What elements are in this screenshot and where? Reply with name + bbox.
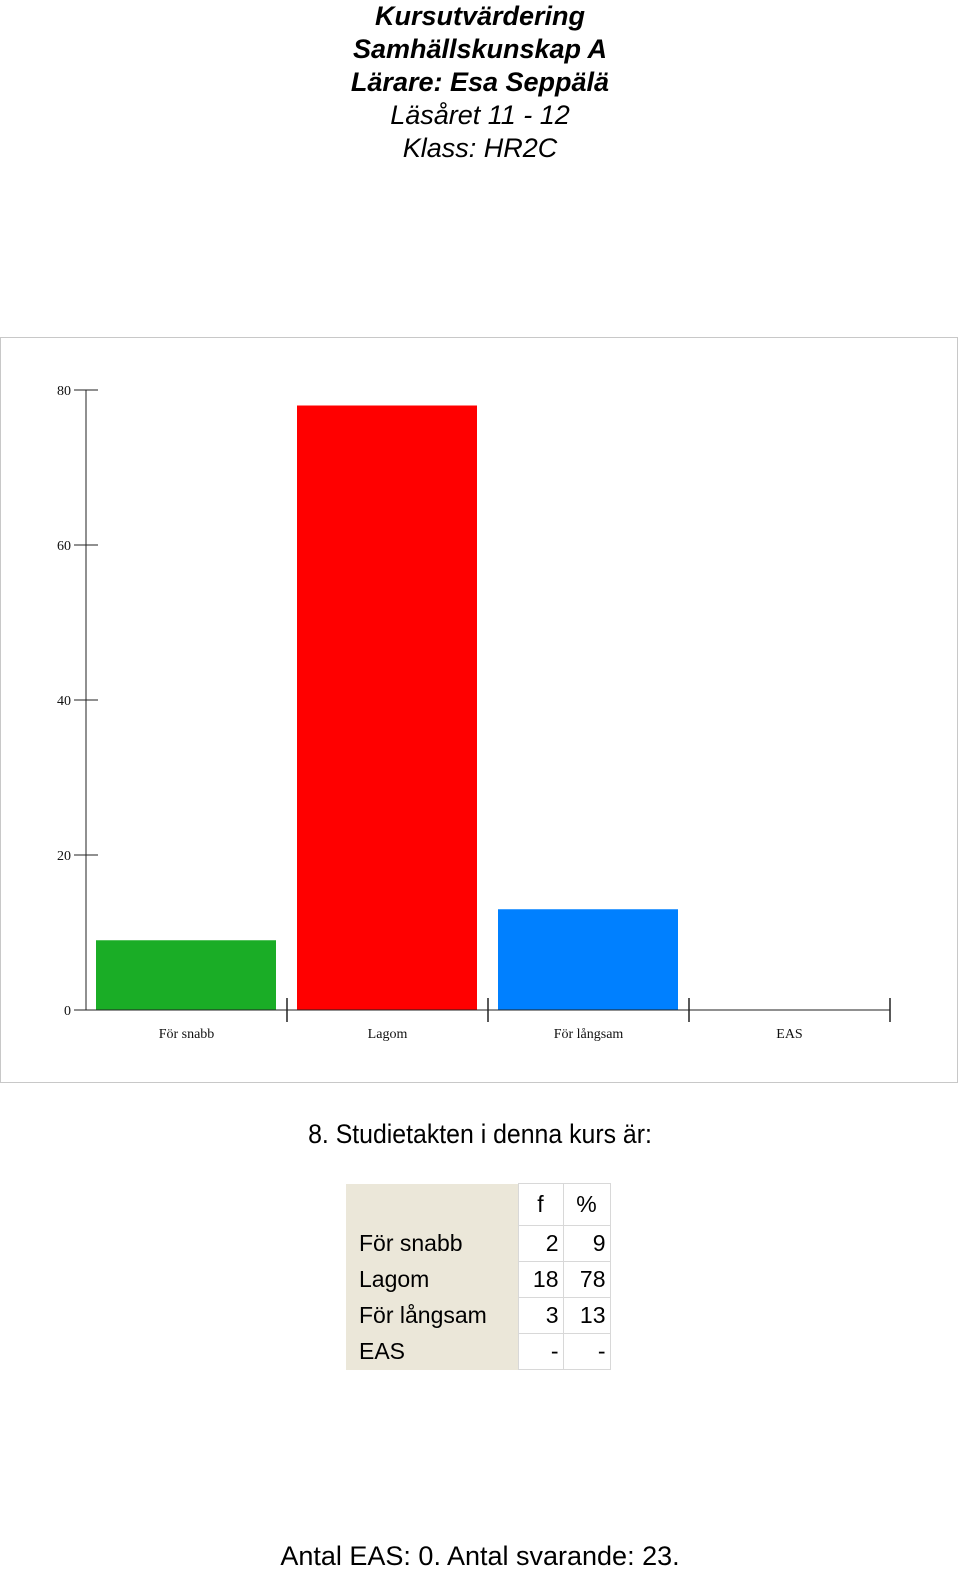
x-tick-label: För snabb	[159, 1027, 215, 1042]
x-tick-label: För långsam	[554, 1027, 624, 1042]
bar-1	[297, 405, 477, 1010]
table-header-f: f	[517, 1183, 564, 1226]
table-row: För snabb 2 9	[346, 1225, 611, 1262]
row-label: För snabb	[346, 1225, 518, 1262]
x-tick-label: Lagom	[368, 1027, 408, 1042]
row-label: Lagom	[346, 1261, 518, 1298]
course-name: Samhällskunskap A	[352, 34, 608, 64]
row-percent: -	[562, 1333, 611, 1370]
row-frequency: 18	[517, 1261, 564, 1298]
report-title: Kursutvärdering	[374, 1, 586, 31]
row-frequency: -	[517, 1333, 564, 1370]
table-header-percent: %	[562, 1183, 611, 1226]
bar-2	[498, 909, 678, 1010]
row-percent: 13	[562, 1297, 611, 1334]
bar-0	[96, 940, 276, 1010]
table-row: För långsam 3 13	[346, 1297, 611, 1334]
row-label: För långsam	[346, 1297, 518, 1334]
frequency-table: f % För snabb 2 9 Lagom 18 78 För långsa…	[346, 1183, 611, 1370]
y-tick-label: 80	[57, 384, 71, 399]
row-frequency: 2	[517, 1225, 564, 1262]
y-tick-label: 0	[64, 1004, 71, 1019]
x-tick-label: EAS	[776, 1027, 802, 1042]
table-header-label	[346, 1183, 518, 1226]
bar-chart: 0 20 40 60 80 För snabb Lagom För långsam EAS	[57, 384, 891, 1042]
summary-footer: Antal EAS: 0. Antal svarande: 23.	[280, 1541, 680, 1571]
row-percent: 78	[562, 1261, 611, 1298]
report-header: Kursutvärdering Samhällskunskap A Lärare…	[0, 0, 960, 165]
y-tick-label: 20	[57, 849, 71, 864]
school-year: Läsåret 11 - 12	[390, 100, 570, 130]
y-tick-label: 40	[57, 694, 71, 709]
y-tick-label: 60	[57, 539, 71, 554]
row-label: EAS	[346, 1333, 518, 1370]
row-frequency: 3	[517, 1297, 564, 1334]
chart-frame: 0 20 40 60 80 För snabb Lagom För långsam EAS	[0, 337, 958, 1083]
table-row: Lagom 18 78	[346, 1261, 611, 1298]
table-row: EAS - -	[346, 1333, 611, 1370]
table-header-row: f %	[346, 1183, 611, 1226]
class-name: Klass: HR2C	[402, 133, 558, 163]
question-text: 8. Studietakten i denna kurs är:	[308, 1119, 652, 1149]
teacher-name: Lärare: Esa Seppälä	[350, 67, 610, 97]
row-percent: 9	[562, 1225, 611, 1262]
